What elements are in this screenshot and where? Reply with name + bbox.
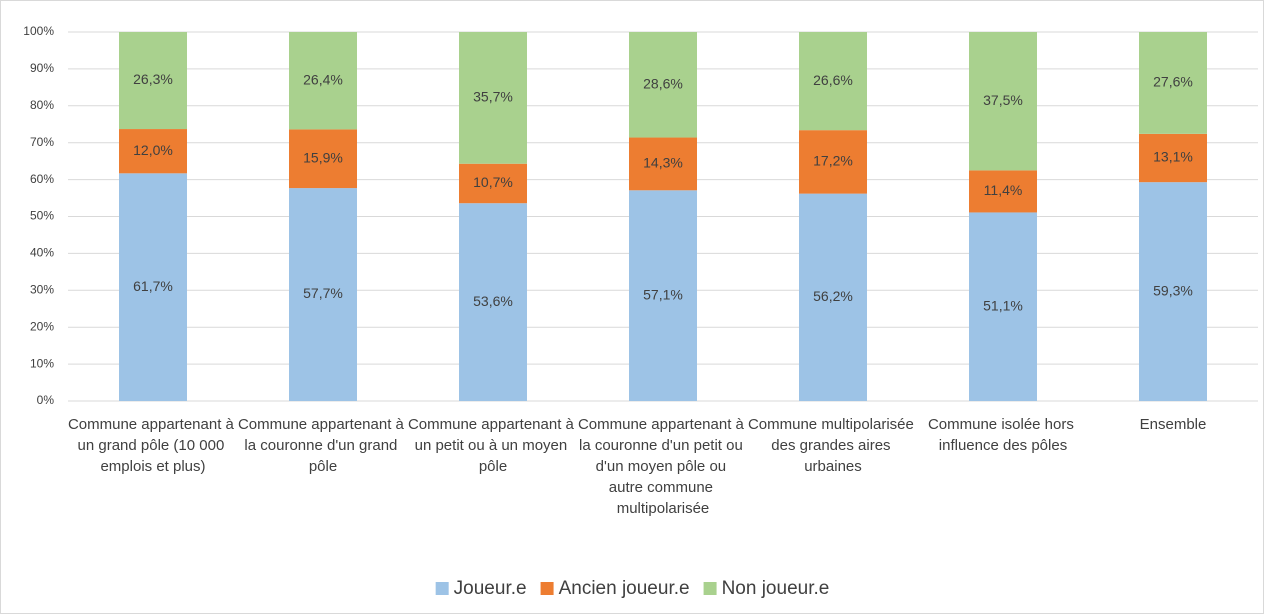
bar-segment [1139, 182, 1207, 401]
data-label: 14,3% [643, 155, 683, 171]
data-label: 12,0% [133, 142, 173, 158]
data-label: 26,3% [133, 71, 173, 87]
data-label: 53,6% [473, 293, 513, 309]
data-label: 37,5% [983, 92, 1023, 108]
data-label: 17,2% [813, 153, 853, 169]
bar-segment [1139, 133, 1207, 183]
x-tick-label: Commune appartenant à un grand pôle (10 … [68, 416, 238, 475]
y-tick-label: 90% [30, 61, 54, 75]
data-label: 27,6% [1153, 74, 1193, 90]
legend-label: Ancien joueur.e [559, 578, 690, 599]
legend-label: Joueur.e [454, 578, 527, 599]
bar-segment [119, 173, 187, 401]
bar-segment [1139, 32, 1207, 134]
y-tick-label: 100% [23, 24, 54, 38]
data-label: 56,2% [813, 288, 853, 304]
data-label: 51,1% [983, 297, 1023, 313]
bar-segment [459, 163, 527, 204]
legend-swatch [540, 582, 554, 595]
data-label: 57,7% [303, 285, 343, 301]
bar-segment [289, 129, 357, 189]
y-tick-label: 10% [30, 356, 54, 370]
bar-segment [799, 193, 867, 401]
data-label: 35,7% [473, 89, 513, 105]
x-tick-label: Commune multipolarisée des grandes aires… [748, 416, 918, 475]
bar-segment [969, 212, 1037, 401]
data-label: 57,1% [643, 286, 683, 302]
data-label: 10,7% [473, 174, 513, 190]
bar-segment [969, 170, 1037, 213]
y-tick-label: 0% [37, 393, 55, 407]
x-tick-label: Commune appartenant à la couronne d'un g… [238, 416, 408, 475]
bar-segment [799, 32, 867, 131]
legend: Joueur.e Ancien joueur.e Non joueur.e [435, 578, 830, 599]
legend-swatch [435, 582, 449, 595]
x-tick-label: Commune appartenant à la couronne d'un p… [578, 416, 748, 517]
y-tick-label: 70% [30, 135, 54, 149]
legend-label: Non joueur.e [722, 578, 830, 599]
y-tick-label: 30% [30, 282, 54, 296]
data-label: 61,7% [133, 278, 173, 294]
data-label: 11,4% [984, 182, 1023, 198]
bar-segment [799, 130, 867, 194]
y-tick-label: 20% [30, 319, 54, 333]
y-tick-label: 80% [30, 98, 54, 112]
bar-segment [289, 188, 357, 401]
y-tick-label: 50% [30, 209, 54, 223]
bar-segment [119, 129, 187, 174]
bar-segment [629, 32, 697, 138]
bar-segment [629, 137, 697, 191]
bar-segment [459, 32, 527, 164]
data-label: 13,1% [1153, 149, 1193, 165]
bar-segment [629, 190, 697, 401]
data-label: 28,6% [643, 75, 683, 91]
legend-swatch [703, 582, 717, 595]
y-tick-label: 60% [30, 172, 54, 186]
data-label: 15,9% [303, 149, 343, 165]
bar-segment [119, 32, 187, 130]
data-label: 26,6% [813, 72, 853, 88]
y-tick-label: 40% [30, 246, 54, 260]
data-label: 59,3% [1153, 282, 1193, 298]
x-tick-label: Ensemble [1140, 416, 1207, 433]
bar-segment [289, 32, 357, 130]
bar-segment [969, 32, 1037, 171]
x-tick-label: Commune isolée hors influence des pôles [928, 416, 1078, 454]
data-label: 26,4% [303, 71, 343, 87]
bar-segment [459, 203, 527, 401]
x-tick-label: Commune appartenant à un petit ou à un m… [408, 416, 578, 475]
